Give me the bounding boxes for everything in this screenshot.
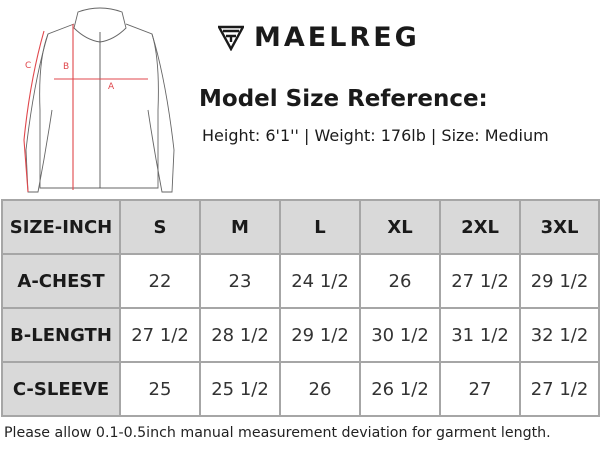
table-cell: 27 1/2: [119, 307, 201, 363]
brand-name: MAELREG: [254, 22, 420, 53]
header-cell: 3XL: [519, 199, 600, 255]
row-label: A-CHEST: [1, 253, 121, 309]
model-size-title: Model Size Reference:: [199, 86, 488, 112]
header-cell: S: [119, 199, 201, 255]
table-cell: 29 1/2: [279, 307, 361, 363]
table-cell: 32 1/2: [519, 307, 600, 363]
table-cell: 22: [119, 253, 201, 309]
table-row: B-LENGTH 27 1/2 28 1/2 29 1/2 30 1/2 31 …: [1, 307, 600, 363]
table-cell: 27 1/2: [439, 253, 521, 309]
jacket-diagram: C B A: [23, 7, 175, 193]
table-cell: 29 1/2: [519, 253, 600, 309]
table-row: C-SLEEVE 25 25 1/2 26 26 1/2 27 27 1/2: [1, 361, 600, 417]
model-size-info: Height: 6'1'' | Weight: 176lb | Size: Me…: [202, 126, 549, 145]
table-cell: 31 1/2: [439, 307, 521, 363]
table-cell: 26: [279, 361, 361, 417]
table-row: A-CHEST 22 23 24 1/2 26 27 1/2 29 1/2: [1, 253, 600, 309]
table-cell: 26 1/2: [359, 361, 441, 417]
size-table: SIZE-INCH S M L XL 2XL 3XL A-CHEST 22 23…: [1, 199, 600, 417]
brand-logo: MAELREG: [218, 22, 420, 53]
row-label: C-SLEEVE: [1, 361, 121, 417]
label-b: B: [63, 62, 69, 72]
table-cell: 27: [439, 361, 521, 417]
measurement-note: Please allow 0.1-0.5inch manual measurem…: [4, 425, 551, 441]
table-cell: 24 1/2: [279, 253, 361, 309]
table-cell: 25: [119, 361, 201, 417]
table-cell: 30 1/2: [359, 307, 441, 363]
table-cell: 26: [359, 253, 441, 309]
header-cell: SIZE-INCH: [1, 199, 121, 255]
table-cell: 25 1/2: [199, 361, 281, 417]
table-header-row: SIZE-INCH S M L XL 2XL 3XL: [1, 199, 600, 255]
label-c: C: [25, 61, 31, 71]
table-cell: 27 1/2: [519, 361, 600, 417]
brand-mark-icon: [218, 25, 244, 51]
table-cell: 28 1/2: [199, 307, 281, 363]
label-a: A: [108, 82, 115, 92]
header-cell: M: [199, 199, 281, 255]
row-label: B-LENGTH: [1, 307, 121, 363]
header-cell: XL: [359, 199, 441, 255]
header-cell: 2XL: [439, 199, 521, 255]
header-cell: L: [279, 199, 361, 255]
table-cell: 23: [199, 253, 281, 309]
